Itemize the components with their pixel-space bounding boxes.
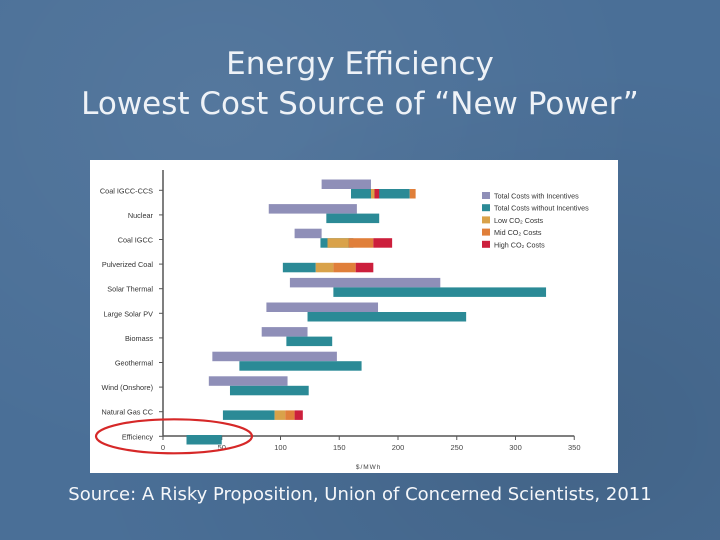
legend-swatch [482, 240, 490, 248]
bar-large-solar-pv-s1 [307, 312, 467, 322]
chart-panel: 0 50 100 150 200 250 300 350 $/MWh Coal IGCC-CCS N… [90, 160, 618, 473]
legend-swatch [482, 228, 490, 236]
category-label: Pulverized Coal [102, 260, 153, 269]
legend-label: Mid CO₂ Costs [494, 228, 542, 237]
bar-solar-thermal-s1 [333, 287, 547, 297]
bar-natural-gas-cc-s2 [274, 410, 286, 420]
x-tick-label: 50 [218, 443, 226, 452]
bar-coal-igcc-ccs-s0 [321, 179, 371, 189]
category-label: Geothermal [115, 359, 154, 368]
bar-natural-gas-cc-s3 [285, 410, 295, 420]
bar-wind-onshore--s0 [208, 376, 288, 386]
category-label: Natural Gas CC [102, 408, 154, 417]
x-tick-label: 300 [509, 443, 522, 452]
bar-geothermal-s0 [212, 351, 337, 362]
title-line-2: Lowest Cost Source of “New Power” [81, 86, 639, 122]
bar-natural-gas-cc-s4 [294, 410, 303, 420]
bar-pulverized-coal-s2 [315, 262, 334, 273]
category-label: Biomass [125, 334, 153, 343]
category-label: Coal IGCC [118, 236, 153, 245]
bar-natural-gas-cc-s1 [222, 410, 275, 420]
bar-coal-igcc-s0 [294, 228, 322, 239]
legend-swatch [482, 192, 490, 199]
bar-geothermal-s1 [239, 361, 362, 371]
category-label: Solar Thermal [107, 285, 153, 294]
category-label: Large Solar PV [104, 309, 154, 318]
cost-range-bar-chart: 0 50 100 150 200 250 300 350 $/MWh Coal IGCC-CCS N… [94, 170, 589, 471]
bar-pulverized-coal-s3 [333, 262, 356, 273]
bar-wind-onshore--s1 [229, 385, 309, 396]
x-tick-label: 100 [274, 443, 287, 452]
bar-biomass-s0 [261, 327, 308, 337]
title-line-1: Energy Efficiency [226, 46, 494, 82]
bar-coal-igcc-ccs-s2 [370, 189, 375, 199]
legend-swatch [482, 216, 490, 224]
bar-coal-igcc-s4 [373, 238, 393, 248]
legend-swatch [482, 204, 490, 212]
bar-nuclear-s1 [326, 213, 380, 224]
slide-title: Energy Efficiency Lowest Cost Source of … [0, 44, 720, 124]
x-tick-label: 150 [333, 443, 346, 452]
bar-coal-igcc-s2 [327, 238, 349, 248]
category-label: Coal IGCC-CCS [100, 186, 153, 195]
legend-label: Total Costs without Incentives [494, 204, 589, 213]
bar-solar-thermal-s0 [289, 277, 441, 288]
bar-large-solar-pv-s0 [266, 302, 379, 312]
legend-label: High CO₂ Costs [494, 240, 545, 249]
bar-coal-igcc-s3 [348, 238, 374, 248]
bar-nuclear-s0 [268, 204, 357, 214]
bar-pulverized-coal-s1 [282, 262, 316, 273]
bar-coal-igcc-ccs-s3 [409, 189, 416, 199]
bar-pulverized-coal-s4 [355, 262, 374, 273]
bar-coal-igcc-ccs-s1 [351, 189, 410, 199]
category-label: Nuclear [128, 211, 154, 220]
bar-biomass-s1 [286, 336, 333, 347]
legend-label: Total Costs with Incentives [494, 192, 579, 201]
bar-coal-igcc-ccs-s4 [374, 189, 380, 199]
x-tick-label: 250 [450, 443, 463, 452]
category-label: Efficiency [122, 432, 153, 441]
x-tick-label: 350 [568, 443, 581, 452]
source-citation: Source: A Risky Proposition, Union of Co… [68, 484, 652, 505]
x-tick-label: 200 [392, 443, 405, 452]
bar-efficiency-s1 [186, 435, 222, 445]
efficiency-highlight-ellipse [94, 418, 254, 455]
legend-label: Low CO₂ Costs [494, 216, 544, 225]
x-tick-label: 0 [161, 443, 165, 452]
category-label: Wind (Onshore) [102, 383, 154, 392]
x-axis-title: $/MWh [356, 464, 382, 471]
